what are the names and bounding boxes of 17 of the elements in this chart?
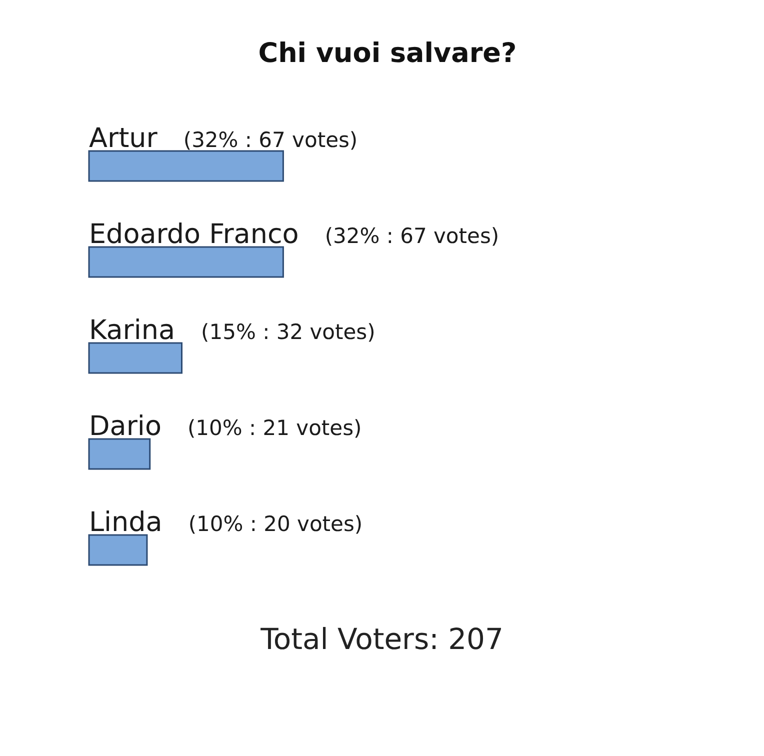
y-tick-label: Karina — [89, 315, 176, 346]
y-tick-label: Edoardo Franco — [89, 219, 299, 250]
data-label: (15% : 32 votes) — [201, 320, 376, 344]
y-tick-label: Artur — [89, 123, 158, 154]
data-label: (10% : 20 votes) — [188, 512, 363, 536]
data-label: (10% : 21 votes) — [187, 416, 362, 440]
bar — [88, 438, 151, 470]
bar — [88, 534, 148, 566]
bar — [88, 342, 183, 374]
text: Total Voters: 207 — [260, 622, 504, 656]
bar — [88, 246, 284, 278]
y-tick-label: Dario — [89, 411, 162, 442]
text: Chi vuoi salvare? — [258, 38, 517, 69]
y-tick-label: Linda — [89, 507, 162, 538]
data-label: (32% : 67 votes) — [324, 224, 500, 248]
bar — [88, 150, 284, 182]
data-label: (32% : 67 votes) — [183, 128, 358, 152]
